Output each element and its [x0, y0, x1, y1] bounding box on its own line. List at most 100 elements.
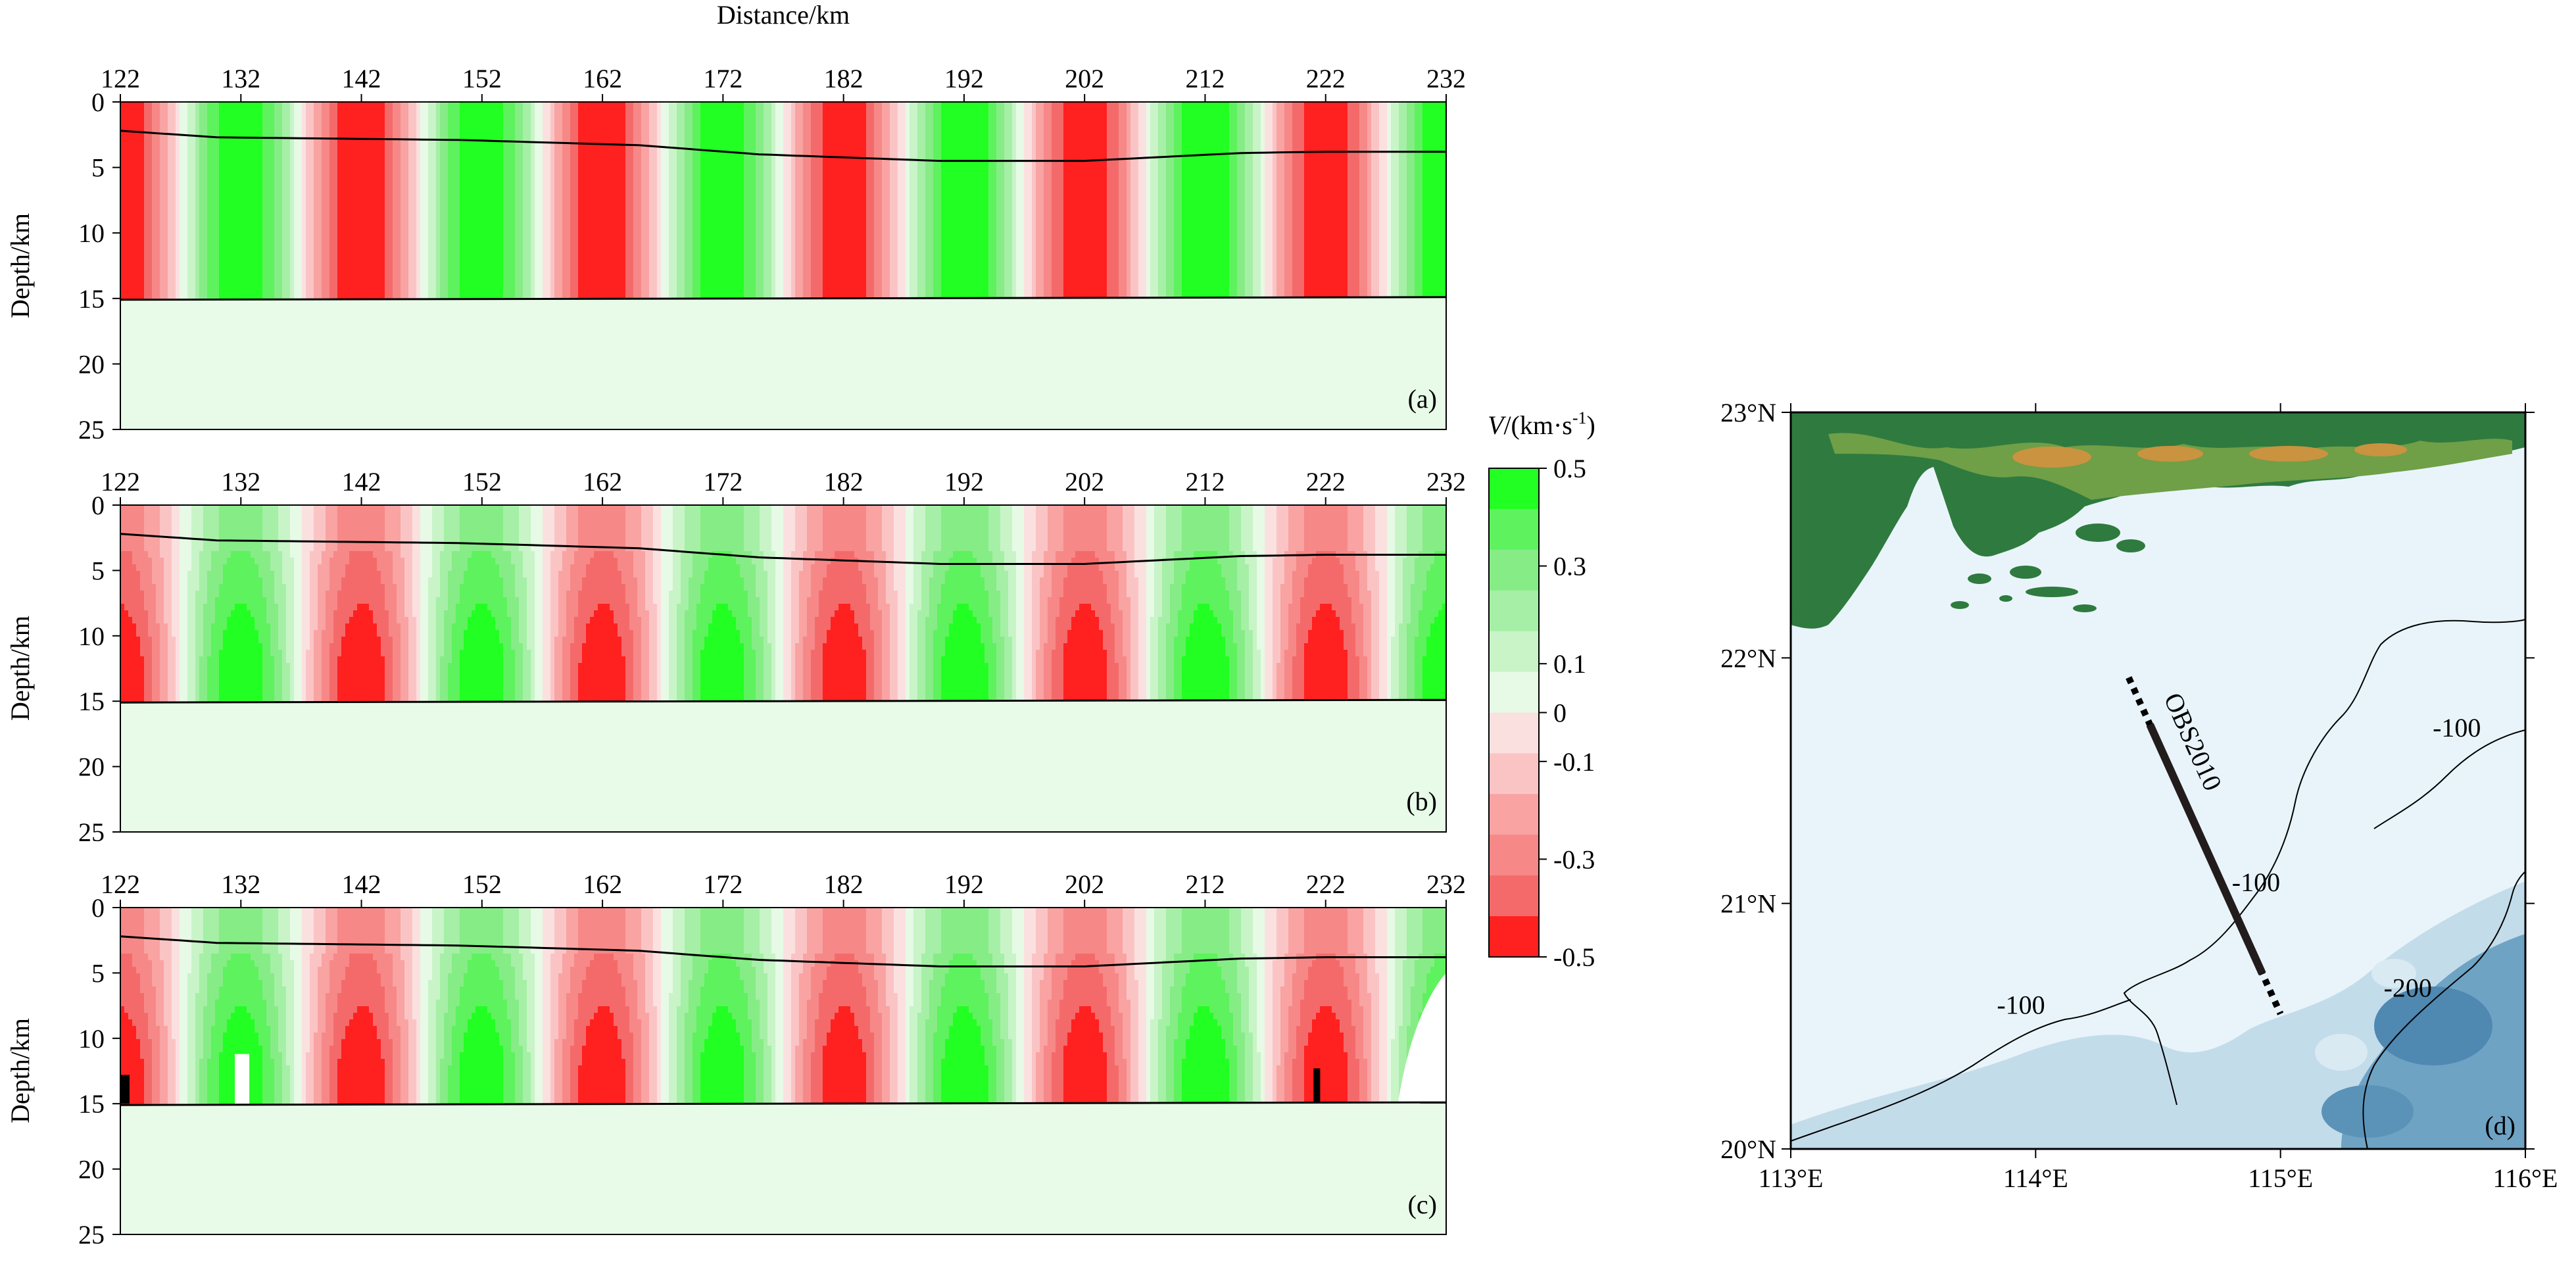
heatmap-cell [191, 663, 196, 670]
heatmap-cell [345, 564, 350, 572]
heatmap-cell [475, 518, 480, 525]
heatmap-cell [357, 663, 362, 670]
heatmap-cell [416, 689, 421, 696]
heatmap-cell [251, 604, 255, 611]
heatmap-cell [168, 663, 172, 670]
heatmap-cell [432, 663, 437, 670]
heatmap-cell [278, 505, 283, 512]
heatmap-cell [132, 670, 137, 677]
heatmap-cell [223, 670, 228, 677]
heatmap-cell [239, 650, 243, 657]
heatmap-cell [452, 663, 456, 670]
heatmap-cell [767, 102, 772, 429]
heatmap-cell [1107, 102, 1111, 429]
heatmap-cell [144, 571, 149, 578]
heatmap-cell [472, 558, 476, 565]
heatmap-cell [440, 623, 445, 631]
heatmap-cell [231, 696, 235, 703]
panel-b: 122 132 142 152 162 172 182 192 202 212 222 2320510… [5, 467, 1466, 847]
heatmap-cell [156, 538, 160, 545]
heatmap-cell [416, 663, 421, 670]
heatmap-cell [168, 505, 172, 512]
heatmap-cell [195, 656, 200, 664]
heatmap-cell [333, 525, 338, 532]
heatmap-cell [180, 531, 184, 539]
heatmap-cell [172, 591, 176, 598]
heatmap-cell [243, 650, 247, 657]
heatmap-cell [172, 696, 176, 703]
heatmap-cell [365, 604, 370, 611]
heatmap-cell [203, 643, 208, 650]
heatmap-cell [381, 564, 385, 572]
heatmap-cell [160, 577, 164, 585]
heatmap-cell [266, 689, 271, 696]
heatmap-cell [479, 610, 484, 618]
heatmap-cell [255, 597, 259, 604]
heatmap-cell [389, 531, 393, 539]
heatmap-cell [404, 518, 409, 525]
heatmap-cell [258, 683, 263, 690]
heatmap-cell [393, 571, 397, 578]
heatmap-cell [270, 643, 275, 650]
heatmap-cell [401, 617, 405, 624]
heatmap-cell [160, 538, 164, 545]
heatmap-cell [436, 610, 441, 618]
heatmap-cell [124, 591, 129, 598]
heatmap-cell [156, 610, 160, 618]
heatmap-cell [479, 623, 484, 631]
heatmap-cell [314, 597, 318, 604]
heatmap-cell [164, 102, 168, 429]
heatmap-cell [251, 518, 255, 525]
heatmap-cell [211, 551, 216, 558]
heatmap-cell [132, 696, 137, 703]
heatmap-cell [144, 512, 149, 519]
heatmap-cell [120, 623, 125, 631]
heatmap-cell [345, 558, 350, 565]
heatmap-cell [381, 683, 385, 690]
heatmap-cell [219, 551, 224, 558]
heatmap-cell [199, 689, 204, 696]
heatmap-cell [156, 630, 160, 637]
heatmap-cell [475, 696, 480, 703]
heatmap-cell [152, 584, 157, 591]
heatmap-cell [475, 656, 480, 664]
heatmap-cell [385, 545, 389, 552]
heatmap-cell [278, 604, 283, 611]
heatmap-cell [341, 505, 346, 512]
heatmap-cell [298, 637, 303, 644]
heatmap-cell [416, 558, 421, 565]
heatmap-cell [207, 571, 212, 578]
heatmap-cell [337, 584, 342, 591]
heatmap-cell [440, 558, 445, 565]
heatmap-cell [286, 518, 291, 525]
heatmap-cell [294, 676, 299, 683]
heatmap-cell [191, 617, 196, 624]
heatmap-cell [207, 630, 212, 637]
heatmap-cell [464, 610, 468, 618]
heatmap-cell [472, 663, 476, 670]
heatmap-cell [326, 577, 330, 585]
heatmap-cell [160, 656, 164, 664]
heatmap-cell [132, 512, 137, 519]
heatmap-cell [136, 637, 141, 644]
heatmap-cell [420, 564, 425, 572]
heatmap-cell [314, 558, 318, 565]
heatmap-cell [353, 676, 358, 683]
heatmap-cell [365, 558, 370, 565]
heatmap-cell [333, 650, 338, 657]
heatmap-cell [468, 571, 472, 578]
heatmap-cell [440, 564, 445, 572]
heatmap-cell [310, 604, 314, 611]
heatmap-cell [132, 597, 137, 604]
heatmap-cell [393, 591, 397, 598]
heatmap-cell [661, 102, 666, 429]
heatmap-cell [306, 551, 310, 558]
heatmap-cell [223, 623, 228, 631]
heatmap-cell [199, 577, 204, 585]
heatmap-cell [373, 545, 377, 552]
heatmap-cell [385, 643, 389, 650]
heatmap-cell [203, 670, 208, 677]
heatmap-cell [397, 531, 401, 539]
heatmap-cell [436, 696, 441, 703]
heatmap-cell [306, 512, 310, 519]
